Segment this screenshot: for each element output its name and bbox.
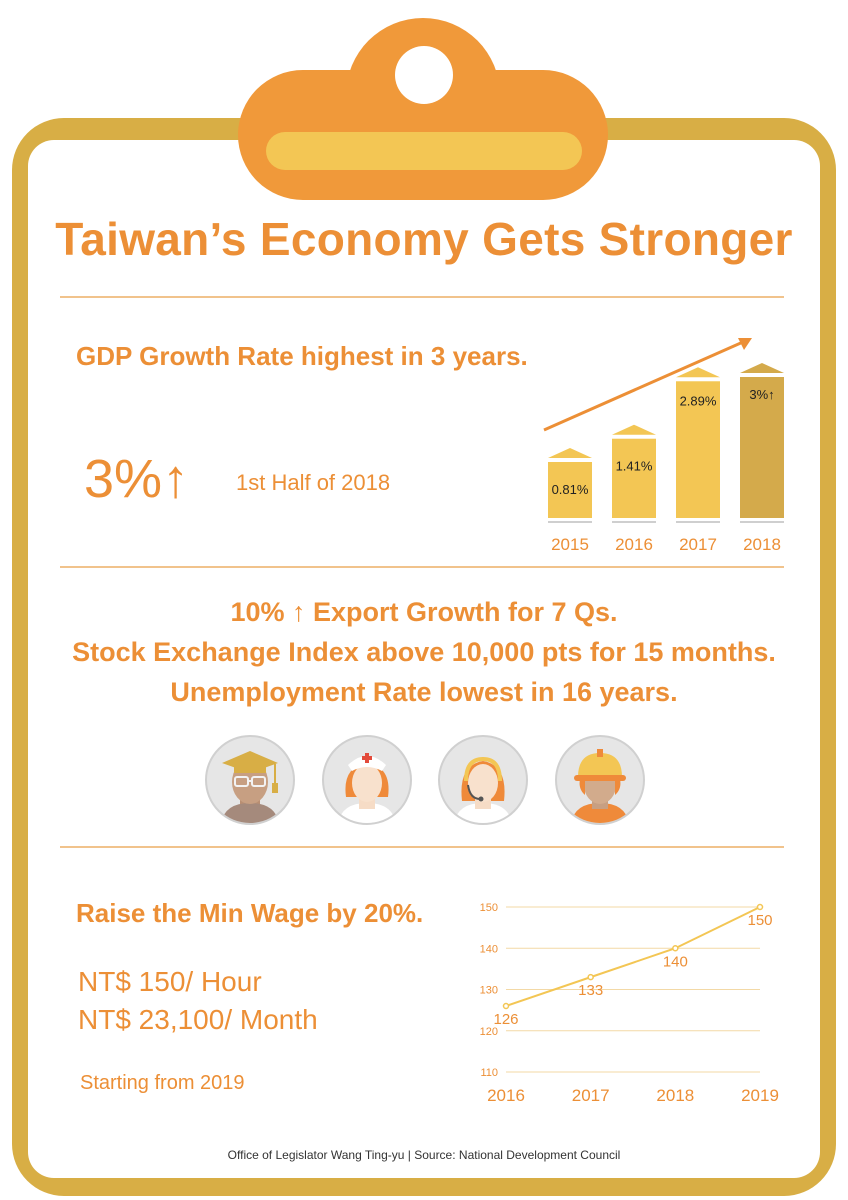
divider bbox=[60, 846, 784, 848]
source-footer: Office of Legislator Wang Ting-yu | Sour… bbox=[227, 1148, 621, 1162]
gdp-bar-chart: 0.81% 2015 1.41% 2016 2.89% 2017 3%↑ 2018 bbox=[543, 338, 784, 554]
bar-cap bbox=[548, 448, 592, 458]
stats-block: 10% ↑ Export Growth for 7 Qs. Stock Exch… bbox=[28, 592, 820, 712]
data-label: 140 bbox=[663, 953, 688, 970]
y-tick-label: 150 bbox=[480, 902, 498, 914]
bar-cap bbox=[612, 424, 656, 435]
x-tick-label: 2019 bbox=[741, 1086, 779, 1105]
x-tick-label: 2018 bbox=[656, 1086, 694, 1105]
bar-base bbox=[740, 521, 784, 523]
wage-heading: Raise the Min Wage by 20%. bbox=[76, 898, 424, 928]
clipboard-paper bbox=[28, 140, 820, 1178]
data-label: 150 bbox=[747, 912, 772, 929]
divider bbox=[60, 566, 784, 568]
bar bbox=[740, 377, 784, 518]
call-center-operator-icon bbox=[438, 735, 529, 825]
bar-base bbox=[612, 521, 656, 523]
bar-data-label: 1.41% bbox=[616, 459, 653, 474]
bar-data-label: 2.89% bbox=[680, 393, 717, 408]
y-tick-label: 120 bbox=[480, 1026, 498, 1038]
data-label: 126 bbox=[493, 1011, 518, 1028]
page-title: Taiwan’s Economy Gets Stronger bbox=[55, 213, 793, 265]
trend-arrow-line bbox=[543, 340, 744, 432]
data-point bbox=[756, 903, 764, 911]
gdp-value: 3%↑ bbox=[84, 449, 190, 509]
trend-arrow-head bbox=[738, 338, 752, 350]
bar-cap bbox=[676, 367, 720, 378]
data-label: 133 bbox=[578, 982, 603, 999]
bar bbox=[676, 381, 720, 518]
bar-category-label: 2016 bbox=[615, 535, 653, 554]
y-tick-label: 140 bbox=[480, 943, 498, 955]
data-point bbox=[502, 1002, 510, 1010]
bar-data-label: 0.81% bbox=[552, 482, 589, 497]
wage-line-chart: 110 120 130 140 150 126 2016 133 2017 140 2018 150 2… bbox=[480, 902, 779, 1105]
y-tick-label: 130 bbox=[480, 985, 498, 997]
bar bbox=[548, 462, 592, 518]
stat-unemployment: Unemployment Rate lowest in 16 years. bbox=[170, 677, 678, 707]
graduate-icon bbox=[205, 735, 295, 825]
bar-data-label: 3%↑ bbox=[749, 387, 774, 402]
bar-cap bbox=[740, 363, 784, 373]
bar-category-label: 2015 bbox=[551, 535, 589, 554]
x-tick-label: 2017 bbox=[572, 1086, 610, 1105]
construction-worker-icon bbox=[554, 735, 645, 825]
bar-category-label: 2018 bbox=[743, 535, 781, 554]
data-point bbox=[672, 945, 679, 952]
divider bbox=[60, 296, 784, 298]
nurse-icon bbox=[321, 735, 412, 825]
gdp-heading: GDP Growth Rate highest in 3 years. bbox=[76, 341, 528, 371]
series-line bbox=[505, 906, 761, 1007]
wage-hourly: NT$ 150/ Hour bbox=[78, 966, 262, 997]
bar-base bbox=[676, 521, 720, 523]
wage-monthly: NT$ 23,100/ Month bbox=[78, 1004, 318, 1035]
stat-stock-index: Stock Exchange Index above 10,000 pts fo… bbox=[72, 637, 776, 667]
avatar-row bbox=[205, 735, 645, 827]
x-tick-label: 2016 bbox=[487, 1086, 525, 1105]
clipboard-clip-hole bbox=[395, 46, 453, 104]
gdp-period: 1st Half of 2018 bbox=[236, 470, 391, 495]
bar bbox=[612, 438, 656, 518]
wage-start: Starting from 2019 bbox=[80, 1072, 245, 1094]
y-tick-label: 110 bbox=[480, 1067, 498, 1079]
clipboard-clip-bar bbox=[266, 132, 582, 170]
stat-export: 10% ↑ Export Growth for 7 Qs. bbox=[230, 597, 618, 627]
bar-category-label: 2017 bbox=[679, 535, 717, 554]
bar-base bbox=[548, 521, 592, 523]
data-point bbox=[587, 973, 594, 981]
